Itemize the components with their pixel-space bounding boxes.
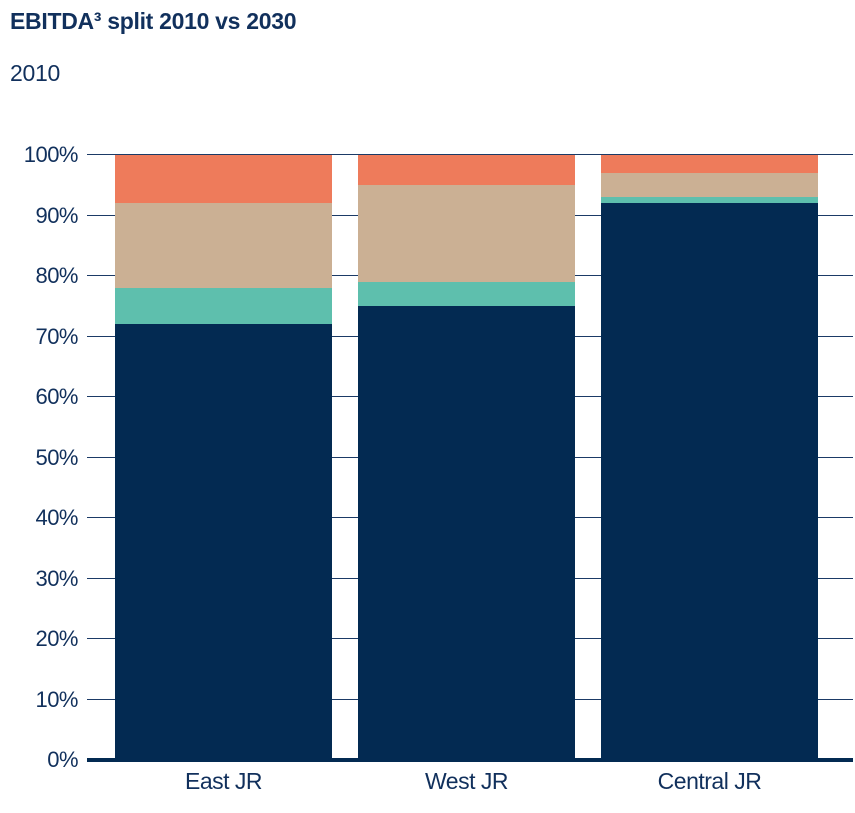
- gridline: [87, 154, 853, 155]
- teal-segment: [601, 197, 818, 204]
- x-axis: East JR West JR Central JR: [87, 768, 853, 795]
- x-tick-label: West JR: [425, 768, 508, 794]
- tan-segment: [115, 203, 332, 289]
- y-tick-label: 60%: [35, 384, 78, 409]
- y-tick-label: 40%: [35, 505, 78, 530]
- y-tick-label: 100%: [23, 142, 79, 167]
- tan-segment: [358, 185, 575, 283]
- bar-central-jr: [601, 155, 818, 760]
- orange-segment: [601, 155, 818, 174]
- navy-segment: [601, 203, 818, 760]
- orange-segment: [115, 155, 332, 204]
- y-tick-label: 30%: [35, 565, 78, 591]
- teal-segment: [358, 282, 575, 307]
- y-tick-label: 90%: [35, 202, 78, 228]
- y-tick-label: 70%: [35, 323, 78, 349]
- navy-segment: [358, 306, 575, 760]
- x-tick-label: Central JR: [657, 768, 762, 794]
- x-tick-label: East JR: [184, 768, 263, 794]
- bars-row: [87, 155, 853, 760]
- y-tick-label: 0%: [47, 747, 78, 772]
- bar-west-jr: [358, 155, 575, 760]
- teal-segment: [115, 288, 332, 325]
- y-tick-label: 20%: [35, 626, 78, 651]
- tan-segment: [601, 173, 818, 198]
- y-tick-label: 80%: [35, 263, 78, 288]
- y-axis: 0% 10% 20% 30% 40% 50% 60% 70% 80% 90% 100%: [0, 142, 79, 772]
- chart-title: EBITDA³ split 2010 vs 2030: [10, 8, 297, 34]
- navy-segment: [115, 324, 332, 760]
- plot-area: [87, 154, 853, 762]
- bar-east-jr: [115, 155, 332, 760]
- chart-subtitle: 2010: [10, 60, 60, 86]
- y-tick-label: 10%: [35, 686, 78, 712]
- y-tick-label: 50%: [35, 444, 78, 470]
- x-axis-baseline: [87, 758, 853, 762]
- orange-segment: [358, 155, 575, 186]
